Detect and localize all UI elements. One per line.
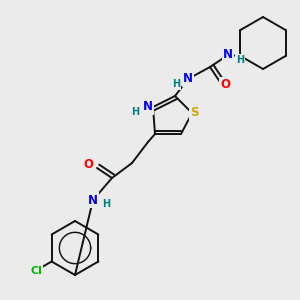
Text: S: S bbox=[190, 106, 198, 119]
Text: O: O bbox=[220, 79, 230, 92]
Text: Cl: Cl bbox=[30, 266, 42, 275]
Text: H: H bbox=[236, 55, 244, 65]
Text: N: N bbox=[223, 49, 233, 62]
Text: H: H bbox=[131, 107, 139, 117]
Text: N: N bbox=[143, 100, 153, 113]
Text: H: H bbox=[172, 79, 180, 89]
Text: O: O bbox=[83, 158, 93, 172]
Text: H: H bbox=[102, 199, 110, 209]
Text: N: N bbox=[88, 194, 98, 206]
Text: N: N bbox=[183, 73, 193, 85]
